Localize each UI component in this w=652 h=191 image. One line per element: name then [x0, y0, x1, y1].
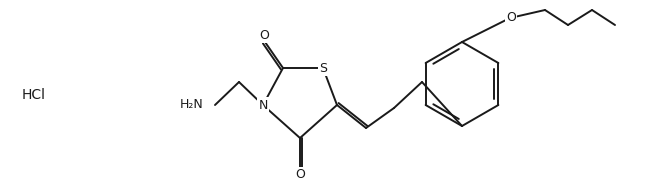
- Text: H₂N: H₂N: [179, 97, 203, 111]
- Text: S: S: [319, 62, 327, 74]
- Text: O: O: [506, 11, 516, 23]
- Text: HCl: HCl: [22, 88, 46, 102]
- Text: O: O: [259, 28, 269, 41]
- Text: N: N: [258, 99, 268, 112]
- Text: O: O: [295, 168, 305, 181]
